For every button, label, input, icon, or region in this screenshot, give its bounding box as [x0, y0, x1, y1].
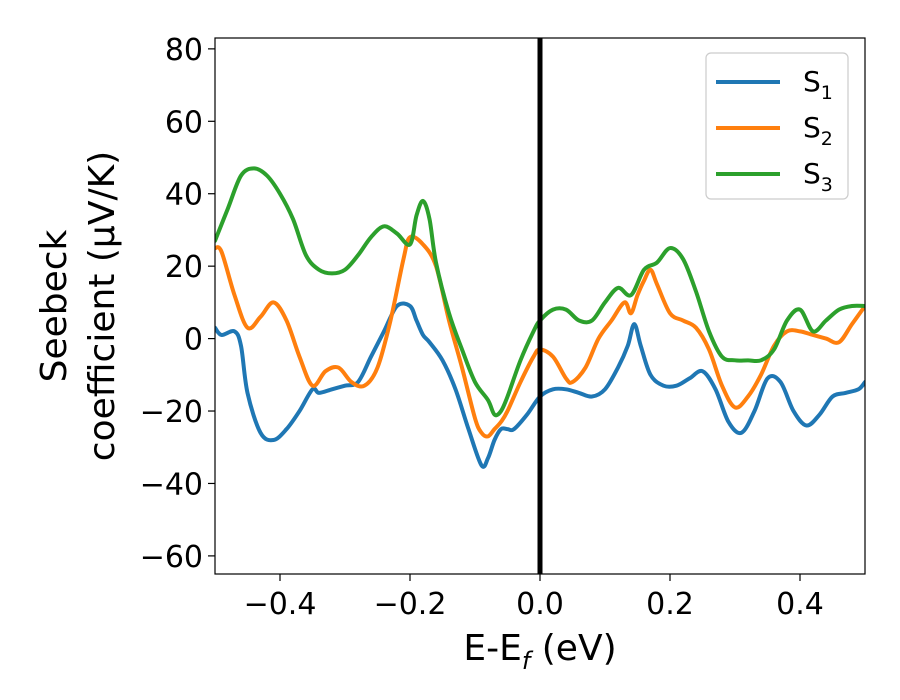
x-axis-label-unit: (eV): [530, 628, 616, 669]
y-axis-label: Seebeck coefficient (μV/K): [34, 151, 123, 461]
series-line-s2: [215, 234, 865, 439]
series-line-s1: [215, 301, 865, 469]
x-axis-label-main: E-E: [463, 628, 521, 669]
y-tick-label: −60: [140, 540, 203, 575]
x-tick-label: −0.4: [244, 587, 317, 622]
y-axis-label-line1: Seebeck: [34, 229, 75, 382]
y-tick-label: −20: [140, 395, 203, 430]
legend-label-s3: S3: [803, 157, 833, 196]
y-axis: −60 −40 −20 0 20 40 60 80: [140, 33, 215, 575]
y-axis-label-line2: coefficient (μV/K): [82, 151, 123, 461]
legend: S1 S2 S3: [705, 52, 849, 200]
series-line-s3: [215, 166, 865, 418]
y-tick-label: 20: [165, 250, 203, 285]
x-tick-label: 0.0: [516, 587, 564, 622]
y-tick-label: 60: [165, 105, 203, 140]
x-tick-label: −0.2: [374, 587, 447, 622]
x-axis: −0.4 −0.2 0.0 0.2 0.4: [244, 574, 824, 622]
legend-label-s2: S2: [803, 111, 833, 150]
y-tick-label: 0: [184, 323, 203, 358]
x-axis-label: E-Ef (eV): [463, 628, 616, 675]
legend-label-s1: S1: [803, 65, 833, 104]
y-tick-label: −40: [140, 467, 203, 502]
x-tick-label: 0.4: [776, 587, 824, 622]
y-tick-label: 40: [165, 178, 203, 213]
x-tick-label: 0.2: [646, 587, 694, 622]
y-tick-label: 80: [165, 33, 203, 68]
series-layer: [215, 166, 865, 469]
